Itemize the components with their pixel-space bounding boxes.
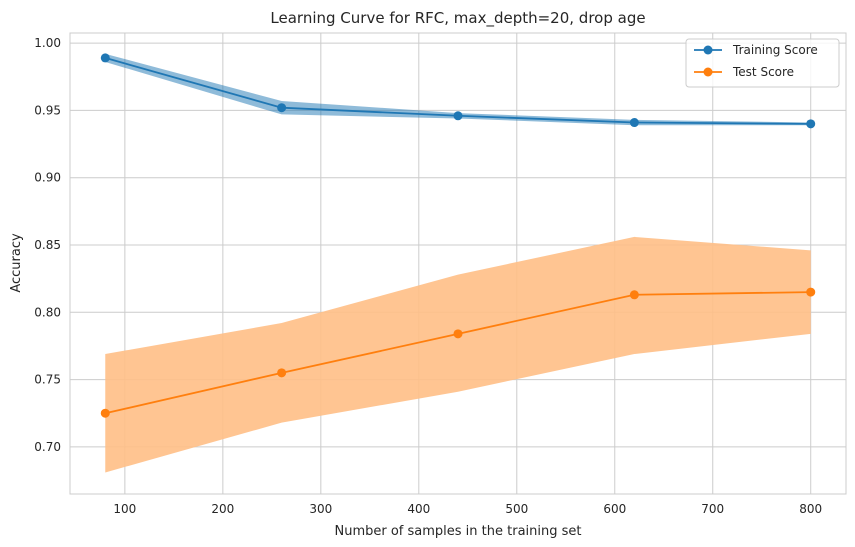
legend-marker-test: [703, 67, 713, 77]
y-tick-labels: 0.70 0.75 0.80 0.85 0.90 0.95 1.00: [34, 36, 61, 454]
x-tick-label: 700: [701, 502, 724, 516]
y-tick-label: 0.95: [34, 103, 61, 117]
y-tick-label: 0.75: [34, 373, 61, 387]
training-score-point: [100, 53, 110, 63]
x-tick-labels: 100 200 300 400 500 600 700 800: [113, 502, 822, 516]
training-score-point: [629, 118, 639, 128]
legend-label-test: Test Score: [732, 65, 794, 79]
y-axis-label: Accuracy: [9, 233, 24, 293]
legend: Training Score Test Score: [685, 38, 840, 88]
legend-marker-training: [703, 45, 713, 55]
x-tick-label: 500: [505, 502, 528, 516]
chart-title: Learning Curve for RFC, max_depth=20, dr…: [270, 9, 645, 28]
test-score-point: [806, 287, 816, 297]
test-score-point: [100, 408, 110, 418]
y-tick-label: 0.90: [34, 171, 61, 185]
y-tick-label: 0.70: [34, 440, 61, 454]
x-axis-label: Number of samples in the training set: [335, 524, 582, 539]
y-tick-label: 1.00: [34, 36, 61, 50]
training-score-point: [277, 103, 287, 113]
legend-label-training: Training Score: [732, 43, 818, 57]
plot-frame: [69, 32, 847, 495]
x-tick-label: 300: [309, 502, 332, 516]
training-score-point: [806, 119, 816, 129]
x-tick-label: 400: [407, 502, 430, 516]
test-score-point: [453, 329, 463, 339]
x-tick-label: 800: [799, 502, 822, 516]
test-score-point: [629, 290, 639, 300]
x-tick-label: 100: [113, 502, 136, 516]
x-tick-label: 600: [603, 502, 626, 516]
legend-box: [685, 38, 840, 88]
training-score-point: [453, 111, 463, 121]
x-tick-label: 200: [211, 502, 234, 516]
y-tick-label: 0.85: [34, 238, 61, 252]
test-score-point: [277, 368, 287, 378]
y-tick-label: 0.80: [34, 305, 61, 319]
series-markers: [100, 53, 816, 418]
